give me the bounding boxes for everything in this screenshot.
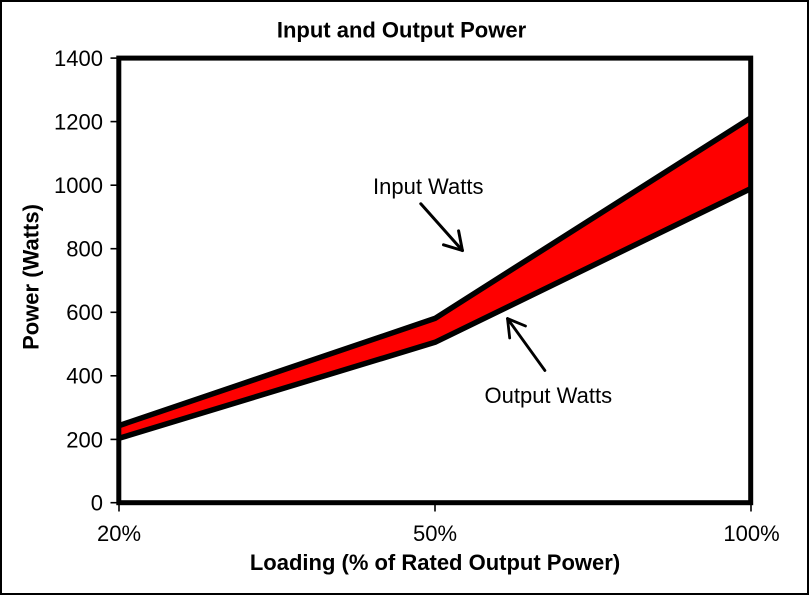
svg-text:400: 400 <box>66 364 103 389</box>
svg-text:0: 0 <box>91 491 103 516</box>
svg-text:Power (Watts): Power (Watts) <box>19 204 44 350</box>
svg-text:20%: 20% <box>97 521 141 546</box>
svg-text:1000: 1000 <box>54 173 103 198</box>
svg-text:Input and Output Power: Input and Output Power <box>277 18 527 43</box>
svg-text:800: 800 <box>66 237 103 262</box>
svg-text:Loading (% of Rated Output Pow: Loading (% of Rated Output Power) <box>250 550 620 575</box>
svg-text:600: 600 <box>66 300 103 325</box>
svg-text:1200: 1200 <box>54 110 103 135</box>
svg-text:Input Watts: Input Watts <box>373 174 483 199</box>
svg-text:200: 200 <box>66 427 103 452</box>
svg-text:100%: 100% <box>723 521 779 546</box>
svg-text:50%: 50% <box>413 521 457 546</box>
svg-text:Output Watts: Output Watts <box>485 383 613 408</box>
svg-text:1400: 1400 <box>54 46 103 71</box>
